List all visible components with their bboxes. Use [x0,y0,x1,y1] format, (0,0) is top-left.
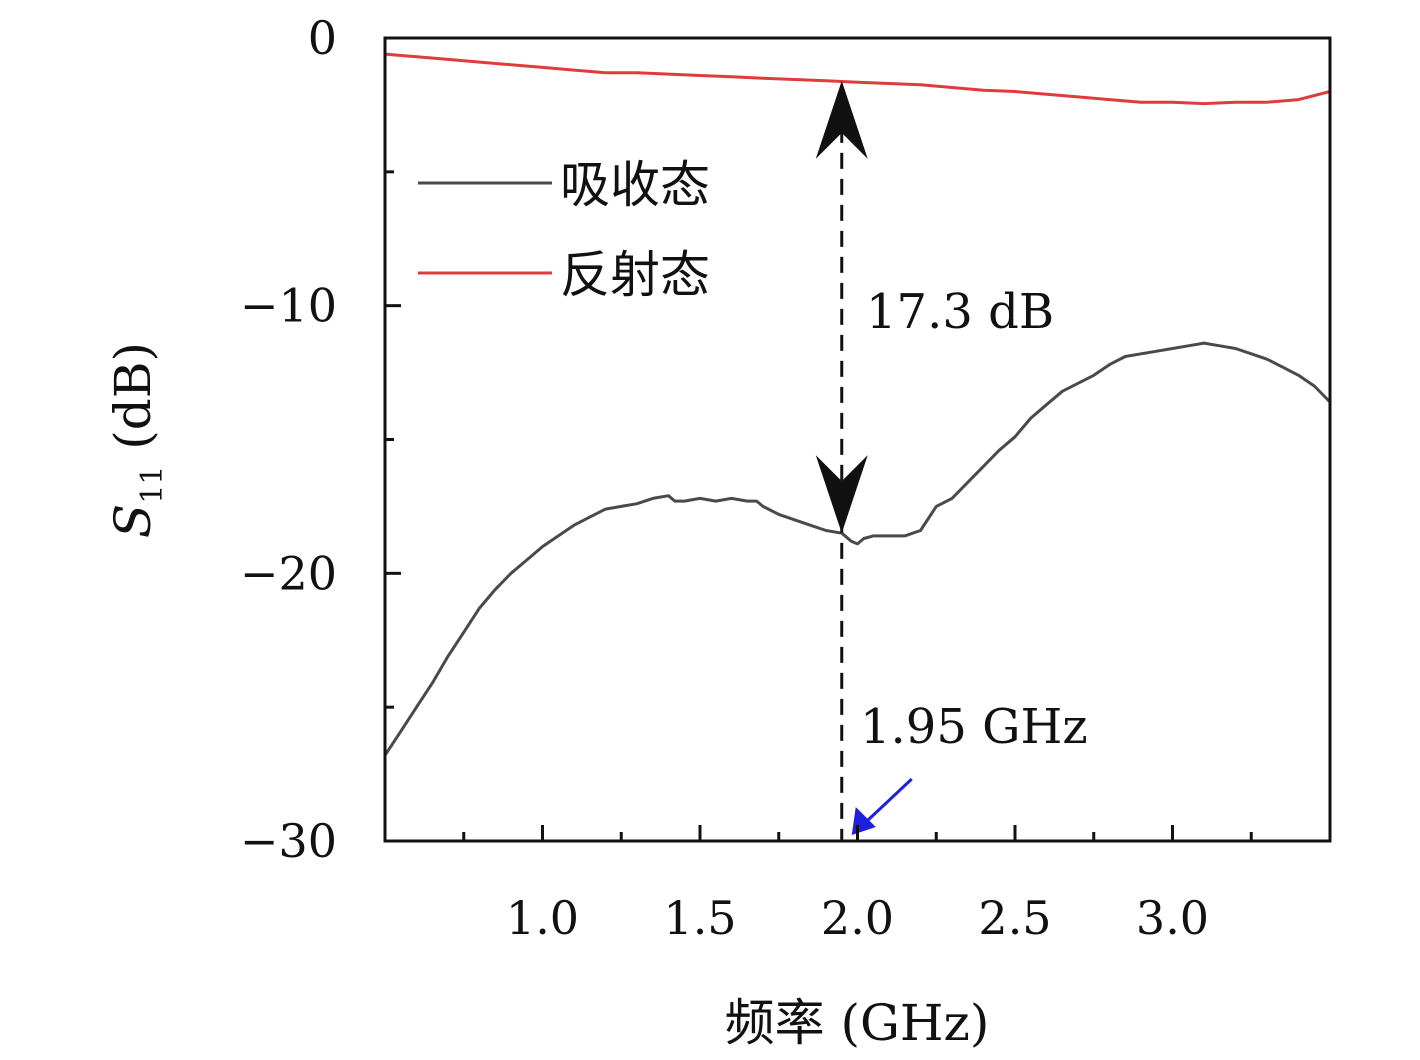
delta-label: 17.3 dB [866,284,1054,340]
freq-label: 1.95 GHz [860,699,1088,755]
y-tick-label: −20 [240,546,337,600]
blue-arrow-shaft [862,777,913,826]
series-layer [383,52,1332,757]
legend-label-absorb: 吸收态 [560,156,710,214]
series-line-0 [383,341,1332,757]
x-axis-title: 频率 (GHz) [725,994,990,1052]
y-tick-label: −10 [240,279,337,333]
x-tick-label: 1.5 [663,891,736,945]
ticks-layer: 1.0 1.5 2.0 2.5 3.0 0 −10 −20 −30 [240,11,1253,945]
legend-label-reflect: 反射态 [560,246,710,304]
y-axis-subscript: 11 [135,466,170,504]
y-tick-label: −30 [240,814,337,868]
arrowhead-up [815,80,868,159]
x-tick-label: 2.5 [978,891,1051,945]
series-line-1 [384,52,1331,106]
annotation-layer [815,80,913,841]
y-axis-symbol: S [104,504,162,538]
legend: 吸收态 反射态 [418,156,710,304]
y-axis-gap [104,450,162,466]
svg-text:S11 (dB): S11 (dB) [104,342,170,538]
x-tick-label: 3.0 [1136,891,1209,945]
arrowhead-down [815,455,868,534]
y-tick-label: 0 [308,11,337,65]
y-axis-title: S11 (dB) [104,342,170,538]
plot-area [385,38,1330,841]
x-tick-label: 1.0 [506,891,579,945]
y-axis-unit: (dB) [104,342,162,450]
x-tick-label: 2.0 [821,891,894,945]
